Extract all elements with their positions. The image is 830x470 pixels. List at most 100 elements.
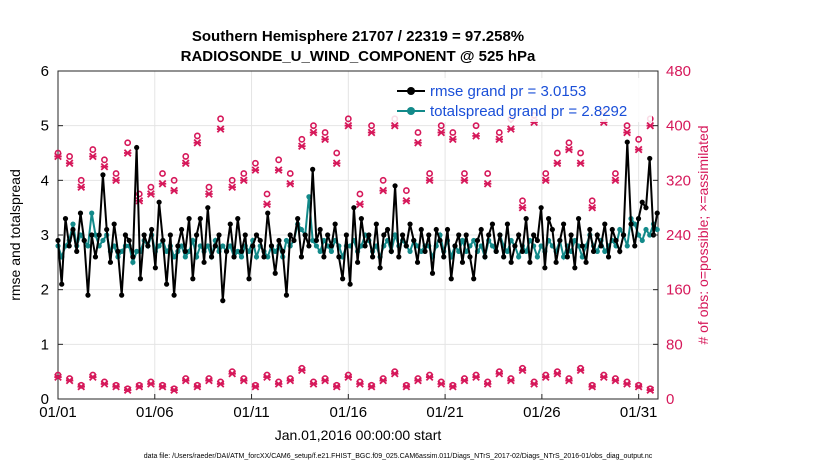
rmse-point xyxy=(85,292,91,298)
obs-bottom-assimilated-marker xyxy=(634,382,643,391)
rmse-point xyxy=(553,259,559,265)
rmse-point xyxy=(190,276,196,282)
rmse-point xyxy=(246,276,252,282)
obs-assimilated-marker xyxy=(541,176,550,185)
rmse-point xyxy=(321,254,327,260)
spread-point xyxy=(134,248,140,254)
rmse-point xyxy=(647,155,653,162)
obs-bottom-assimilated-marker xyxy=(65,376,74,385)
rmse-point xyxy=(429,270,436,276)
rmse-point xyxy=(298,254,305,260)
rmse-point xyxy=(137,276,143,282)
obs-assimilated-marker xyxy=(309,128,318,137)
rmse-point xyxy=(624,139,630,145)
rmse-point xyxy=(238,248,245,254)
spread-point xyxy=(156,243,162,249)
obs-bottom-assimilated-marker xyxy=(599,373,608,381)
obs-bottom-assimilated-marker xyxy=(158,382,167,391)
obs-possible-marker xyxy=(193,132,201,140)
obs-assimilated-marker xyxy=(65,159,74,168)
rmse-point xyxy=(542,265,548,271)
rmse-point xyxy=(531,232,537,238)
obs-assimilated-marker xyxy=(193,138,202,147)
rmse-point xyxy=(489,221,496,227)
obs-possible-marker xyxy=(217,115,224,123)
spread-point xyxy=(560,254,567,260)
rmse-point xyxy=(291,237,297,244)
rmse-point xyxy=(516,232,522,238)
rmse-point xyxy=(212,243,218,249)
rmse-point xyxy=(594,232,600,238)
rmse-point xyxy=(456,232,462,238)
obs-assimilated-marker xyxy=(251,166,260,174)
rmse-point xyxy=(268,243,275,249)
rmse-point xyxy=(115,248,121,254)
rmse-point xyxy=(373,221,379,227)
obs-possible-marker xyxy=(170,176,178,184)
obs-bottom-assimilated-marker xyxy=(100,380,109,388)
rmse-point xyxy=(340,276,346,282)
obs-bottom-assimilated-marker xyxy=(565,376,573,385)
obs-assimilated-marker xyxy=(298,142,306,151)
rmse-point xyxy=(519,248,526,254)
obs-bottom-assimilated-marker xyxy=(507,376,515,385)
obs-assimilated-marker xyxy=(437,128,446,137)
rmse-point xyxy=(497,232,503,238)
obs-bottom-assimilated-marker xyxy=(135,382,144,391)
obs-assimilated-marker xyxy=(123,149,132,157)
obs-bottom-assimilated-marker xyxy=(646,386,655,394)
obs-possible-marker xyxy=(437,122,445,130)
legend-spread-marker xyxy=(407,107,415,115)
obs-assimilated-marker xyxy=(321,135,329,144)
rmse-point xyxy=(74,248,80,254)
obs-bottom-assimilated-marker xyxy=(483,380,492,388)
obs-possible-marker xyxy=(240,170,248,177)
rmse-point xyxy=(295,216,301,222)
rmse-point xyxy=(89,232,95,238)
rmse-point xyxy=(208,254,215,260)
spread-point xyxy=(647,232,653,238)
obs-possible-marker xyxy=(77,176,85,184)
rmse-point xyxy=(257,237,263,244)
rmse-point xyxy=(441,254,447,260)
spread-point xyxy=(100,237,106,244)
obs-possible-marker xyxy=(286,170,294,177)
rmse-point xyxy=(145,243,151,249)
rmse-point xyxy=(508,259,514,265)
spread-point xyxy=(178,243,185,249)
spread-point xyxy=(594,248,600,254)
obs-assimilated-marker xyxy=(54,152,62,161)
obs-possible-marker xyxy=(298,135,306,143)
rmse-point xyxy=(362,243,368,249)
rmse-point xyxy=(366,232,372,238)
rmse-point xyxy=(504,221,511,227)
rmse-point xyxy=(620,232,627,238)
rmse-point xyxy=(523,216,529,222)
x-tick-label: 01/26 xyxy=(523,404,561,421)
rmse-point xyxy=(546,216,552,222)
obs-bottom-assimilated-marker xyxy=(147,380,155,388)
obs-possible-marker xyxy=(205,183,213,191)
rmse-point xyxy=(549,226,555,233)
obs-assimilated-marker xyxy=(472,132,480,140)
obs-bottom-assimilated-marker xyxy=(170,386,178,394)
obs-assimilated-marker xyxy=(565,145,573,154)
obs-bottom-assimilated-marker xyxy=(588,382,597,391)
rmse-point xyxy=(639,199,645,205)
obs-assimilated-marker xyxy=(483,179,492,188)
rmse-point xyxy=(141,232,147,238)
obs-possible-marker xyxy=(89,146,97,153)
rmse-point xyxy=(59,281,65,287)
obs-possible-marker xyxy=(519,197,526,205)
obs-assimilated-marker xyxy=(89,152,97,161)
rmse-point xyxy=(369,254,376,260)
spread-point xyxy=(205,243,211,249)
rmse-point xyxy=(384,226,391,233)
obs-bottom-assimilated-marker xyxy=(623,380,631,388)
obs-bottom-assimilated-marker xyxy=(89,373,97,381)
rmse-point xyxy=(250,243,256,249)
obs-possible-marker xyxy=(612,170,619,177)
obs-possible-marker xyxy=(635,135,643,143)
obs-possible-marker xyxy=(333,149,341,157)
x-tick-label: 01/11 xyxy=(233,404,269,421)
